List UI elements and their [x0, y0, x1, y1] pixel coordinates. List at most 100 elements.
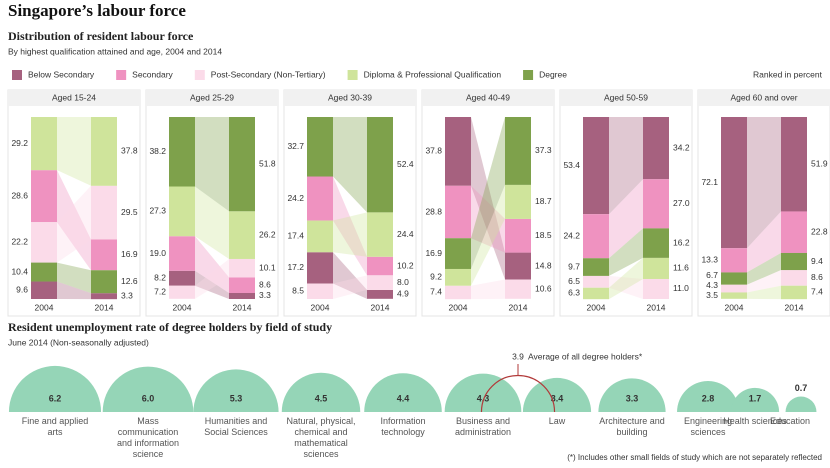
- bar-segment: [781, 270, 807, 286]
- bar-segment: [505, 218, 531, 253]
- x-tick-label: 2014: [647, 302, 666, 312]
- bubble: [598, 378, 666, 412]
- flow-band: [333, 176, 367, 276]
- bar-segment: [307, 117, 333, 177]
- panel: [145, 89, 279, 317]
- category-label: Law: [548, 416, 566, 426]
- flow-band: [333, 212, 367, 257]
- value-label: 10.2: [397, 260, 414, 270]
- value-label: 6.7: [706, 270, 718, 280]
- category-label: Education: [769, 416, 811, 426]
- page-title: Singapore’s labour force: [8, 1, 186, 20]
- bubble: [785, 396, 817, 412]
- bar-segment: [583, 287, 609, 300]
- value-label: 17.4: [287, 231, 304, 241]
- bar-segment: [367, 117, 393, 213]
- value-label: 11.0: [673, 283, 689, 293]
- panel-header: [698, 90, 830, 106]
- bar-segment: [505, 117, 531, 185]
- value-label: 53.4: [563, 160, 580, 170]
- flow-band: [747, 211, 781, 273]
- bubble: [281, 372, 361, 412]
- bar-segment: [31, 117, 57, 171]
- bar-segment: [781, 285, 807, 300]
- chart-subtitle: June 2014 (Non-seasonally adjusted): [8, 337, 149, 347]
- value-label: 19.0: [149, 248, 166, 258]
- bar-segment: [307, 176, 333, 221]
- average-ring: [480, 374, 556, 413]
- bar-segment: [91, 270, 117, 294]
- flow-band: [195, 258, 229, 299]
- value-label: 7.4: [811, 287, 823, 297]
- value-label: 16.9: [425, 248, 442, 258]
- value-label: 6.5: [568, 276, 580, 286]
- bar-segment: [445, 117, 471, 186]
- value-label: 9.7: [568, 261, 580, 271]
- bar-segment: [643, 179, 669, 229]
- value-label: 18.5: [535, 230, 552, 240]
- bar-segment: [721, 284, 747, 293]
- bubble: [444, 373, 522, 412]
- bar-segment: [505, 184, 531, 219]
- bubble: [102, 366, 194, 412]
- bar-segment: [31, 170, 57, 223]
- flow-band: [57, 281, 91, 300]
- bar-segment: [169, 186, 195, 237]
- value-label: 29.5: [121, 207, 138, 217]
- value-label: 10.6: [535, 283, 552, 293]
- panel-header: [560, 90, 692, 106]
- flow-band: [333, 275, 367, 299]
- bar-segment: [229, 292, 255, 299]
- category-label: Health sciences: [723, 416, 787, 426]
- bar-segment: [367, 275, 393, 290]
- value-label: 10.1: [259, 262, 276, 272]
- flow-band: [471, 184, 505, 286]
- value-label: 51.8: [259, 158, 276, 168]
- legend-label: Diploma & Professional Qualification: [364, 69, 502, 79]
- x-tick-label: 2004: [311, 302, 330, 312]
- value-label: 2.8: [702, 393, 715, 403]
- bubble: [193, 369, 279, 412]
- bar-segment: [229, 277, 255, 293]
- value-label: 22.2: [11, 237, 28, 247]
- bar-segment: [91, 117, 117, 186]
- value-label: 27.0: [673, 198, 690, 208]
- bar-segment: [229, 258, 255, 278]
- value-label: 37.8: [425, 146, 442, 156]
- note: Ranked in percent: [753, 69, 823, 79]
- bar-segment: [445, 238, 471, 269]
- x-tick-label: 2014: [785, 302, 804, 312]
- bar-segment: [31, 262, 57, 282]
- value-label: 16.9: [121, 249, 138, 259]
- legend-swatch: [116, 70, 127, 80]
- flow-band: [57, 117, 91, 186]
- value-label: 37.8: [121, 146, 138, 156]
- flow-band: [747, 117, 781, 249]
- value-label: 29.2: [11, 138, 28, 148]
- x-tick-label: 2014: [233, 302, 252, 312]
- bar-segment: [307, 283, 333, 299]
- value-label: 9.6: [16, 285, 28, 295]
- value-label: 24.4: [397, 229, 414, 239]
- bar-segment: [367, 289, 393, 299]
- panel-title: Aged 50-59: [604, 92, 648, 102]
- value-label: 1.7: [749, 393, 762, 403]
- value-label: 37.3: [535, 145, 552, 155]
- value-label: 24.2: [287, 193, 304, 203]
- value-label: 9.4: [811, 256, 823, 266]
- value-label: 16.2: [673, 237, 690, 247]
- value-label: 3.5: [706, 290, 718, 300]
- bar-segment: [91, 239, 117, 271]
- bar-segment: [643, 257, 669, 279]
- flow-band: [333, 252, 367, 299]
- legend-swatch: [523, 70, 534, 80]
- bar-segment: [721, 272, 747, 285]
- flow-band: [609, 117, 643, 215]
- panel-title: Aged 40-49: [466, 92, 510, 102]
- value-label: 9.2: [430, 272, 442, 282]
- bar-segment: [781, 117, 807, 212]
- value-label: 11.6: [673, 263, 689, 273]
- value-label: 6.3: [568, 288, 580, 298]
